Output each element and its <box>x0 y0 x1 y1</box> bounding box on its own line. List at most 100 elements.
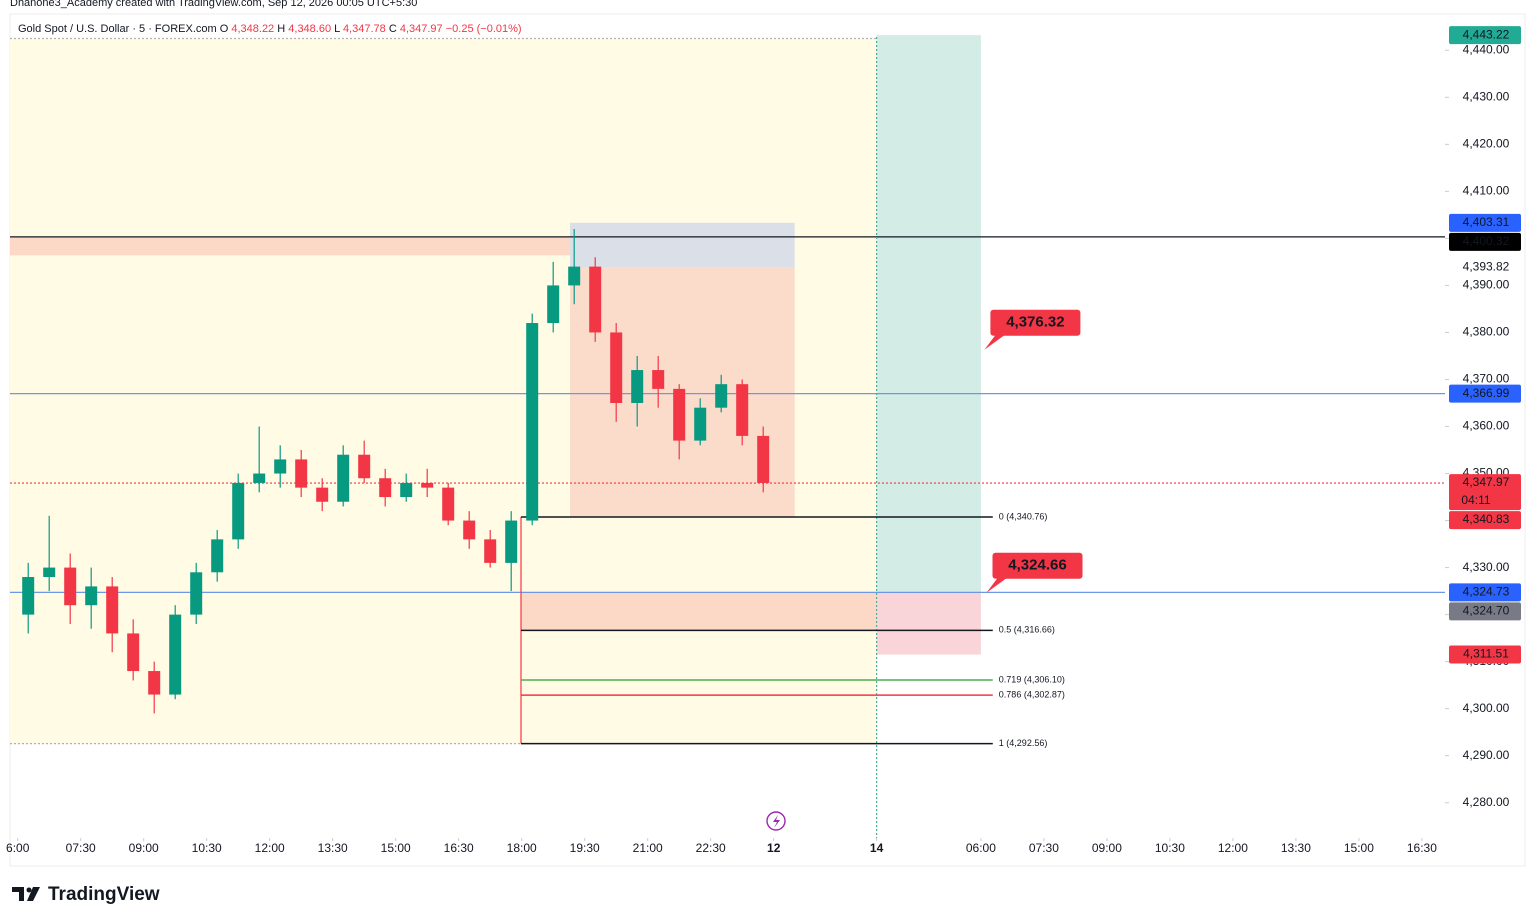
price-label-box <box>1449 474 1521 511</box>
x-tick-label: 15:00 <box>381 841 411 855</box>
price-label: 4,324.70 <box>1463 604 1510 618</box>
legend-key: C <box>389 23 397 35</box>
candle-body <box>148 671 161 695</box>
candle-body <box>421 482 434 488</box>
candle-body <box>358 454 371 479</box>
fib-label: 1 (4,292.56) <box>999 738 1048 748</box>
candle-body <box>610 332 623 403</box>
callout-pointer <box>984 333 1007 350</box>
y-tick-label: 4,360.00 <box>1463 419 1510 433</box>
candle-body <box>274 459 287 474</box>
candle-body <box>295 459 308 488</box>
y-tick-label: 4,440.00 <box>1463 42 1510 56</box>
y-tick-label: 4,290.00 <box>1463 748 1510 762</box>
price-label: 4,340.83 <box>1463 512 1510 526</box>
x-tick-label: 13:30 <box>318 841 348 855</box>
x-tick-label: 12:00 <box>1218 841 1248 855</box>
candle-body <box>232 482 245 540</box>
fib-label: 0.786 (4,302.87) <box>999 690 1065 700</box>
callout-label: 4,324.66 <box>1008 557 1066 574</box>
x-tick-label: 10:30 <box>1155 841 1185 855</box>
candle-body <box>169 614 182 695</box>
legend-value: 4,348.22 <box>231 23 274 35</box>
x-tick-label: 16:30 <box>1407 841 1437 855</box>
candle-body <box>64 567 77 606</box>
candle-body <box>547 285 560 324</box>
x-tick-label: 16:30 <box>444 841 474 855</box>
price-label-box <box>1449 645 1521 664</box>
candle-body <box>715 384 728 408</box>
price-label: 4,324.73 <box>1463 585 1510 599</box>
price-label: 4,347.97 <box>1463 475 1510 489</box>
x-tick-label: 21:00 <box>633 841 663 855</box>
price-label: 4,400.32 <box>1463 234 1510 248</box>
candle-body <box>505 520 518 563</box>
logo-text: TradingView <box>48 884 160 905</box>
legend-key: H <box>277 23 285 35</box>
candle-body <box>22 576 35 615</box>
x-tick-label: 10:30 <box>192 841 222 855</box>
x-tick-label: 06:00 <box>966 841 996 855</box>
candle-body <box>589 266 602 333</box>
price-label-box <box>1449 583 1521 602</box>
x-tick-label: 19:30 <box>570 841 600 855</box>
price-label-box <box>1449 232 1521 251</box>
price-label-box <box>1449 26 1521 45</box>
legend-value: 4,347.97 <box>400 23 443 35</box>
candle-body <box>190 572 203 615</box>
credit: Dhanone3_Academy created with TradingVie… <box>10 0 417 9</box>
x-tick-label: 07:30 <box>66 841 96 855</box>
legend-value: 4,347.78 <box>343 23 386 35</box>
legend-value: 4,348.60 <box>288 23 331 35</box>
y-tick-label: 4,390.00 <box>1463 278 1510 292</box>
price-label-box <box>1449 602 1521 621</box>
y-tick-label: 4,430.00 <box>1463 89 1510 103</box>
price-label: 4,311.51 <box>1463 647 1509 661</box>
candle-body <box>316 487 329 502</box>
y-tick-label: 4,410.00 <box>1463 184 1510 198</box>
candle-body <box>757 435 770 483</box>
y-tick-label: 4,280.00 <box>1463 795 1510 809</box>
x-tick-label: 12:00 <box>255 841 285 855</box>
candle-body <box>337 454 350 502</box>
price-label: 4,443.22 <box>1463 27 1510 41</box>
x-tick-label: 14 <box>870 841 884 855</box>
x-tick-label: 12 <box>767 841 781 855</box>
candle-body <box>106 586 119 634</box>
x-tick-label: 07:30 <box>1029 841 1059 855</box>
x-tick-label: 09:00 <box>1092 841 1122 855</box>
callout-pointer <box>986 576 1009 593</box>
y-tick-label: 4,380.00 <box>1463 325 1510 339</box>
price-label-box <box>1449 213 1521 232</box>
candle-body <box>85 586 98 606</box>
candle-body <box>631 370 644 403</box>
x-tick-label: 18:00 <box>507 841 537 855</box>
price-label-box <box>1449 511 1521 530</box>
candle-body <box>484 539 497 563</box>
callout-box <box>992 552 1083 579</box>
candle-body <box>526 323 539 521</box>
zone <box>10 236 570 256</box>
callout-box <box>990 309 1081 336</box>
x-tick-label: 09:00 <box>129 841 159 855</box>
candle-body <box>736 384 749 436</box>
zone <box>521 592 877 631</box>
symbol: Gold Spot / U.S. Dollar · 5 · FOREX.com <box>18 23 217 35</box>
callout-label: 4,376.32 <box>1006 314 1064 331</box>
x-tick-label: 22:30 <box>696 841 726 855</box>
candle-body <box>463 520 476 540</box>
legend-key: L <box>334 23 340 35</box>
y-tick-label: 4,300.00 <box>1463 701 1510 715</box>
x-tick-label: 15:00 <box>1344 841 1374 855</box>
candle-body <box>673 388 686 441</box>
price-label-box <box>1449 258 1521 277</box>
y-tick-label: 4,370.00 <box>1463 372 1510 386</box>
tradingview-logo: TradingView <box>12 884 160 905</box>
x-tick-label: 6:00 <box>6 841 30 855</box>
fib-label: 0.5 (4,316.66) <box>999 625 1055 635</box>
candle-body <box>400 482 413 498</box>
y-tick-label: 4,330.00 <box>1463 560 1510 574</box>
x-tick-label: 13:30 <box>1281 841 1311 855</box>
candle-body <box>652 370 665 389</box>
